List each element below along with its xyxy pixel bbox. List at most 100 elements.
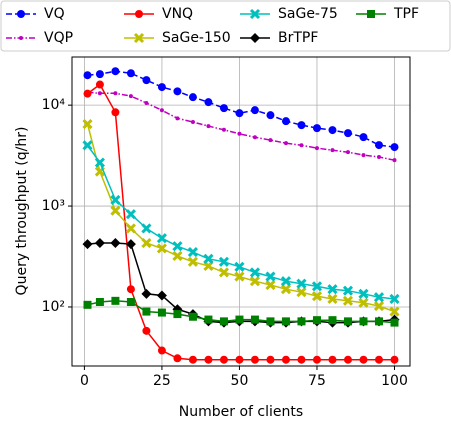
marker — [235, 315, 244, 324]
marker — [156, 290, 167, 301]
marker — [172, 250, 183, 262]
marker — [82, 118, 93, 130]
marker — [343, 129, 352, 138]
marker — [159, 108, 164, 113]
marker — [266, 111, 275, 120]
marker — [156, 243, 167, 254]
marker — [327, 284, 338, 295]
x-tick-label: 50 — [231, 373, 249, 389]
marker — [157, 308, 166, 317]
marker — [144, 101, 149, 106]
marker — [206, 124, 211, 129]
marker — [281, 317, 290, 326]
marker — [82, 239, 93, 250]
marker — [389, 293, 400, 305]
y-tick-label: 10³ — [42, 198, 65, 214]
marker — [327, 293, 338, 305]
marker — [234, 271, 245, 282]
marker — [297, 355, 306, 364]
marker — [234, 261, 245, 272]
marker — [172, 241, 183, 252]
marker — [95, 80, 104, 89]
marker — [133, 32, 145, 44]
marker — [97, 91, 102, 96]
marker — [343, 355, 352, 364]
marker — [188, 312, 197, 321]
marker — [187, 256, 198, 267]
marker — [358, 297, 369, 308]
marker — [204, 98, 213, 107]
plot-frame — [71, 56, 411, 367]
marker — [312, 355, 321, 364]
marker — [219, 355, 228, 364]
marker — [188, 355, 197, 364]
marker — [389, 306, 400, 317]
x-tick-label: 0 — [80, 373, 89, 389]
marker — [235, 355, 244, 364]
marker — [249, 267, 261, 278]
legend-label: VNQ — [162, 6, 193, 22]
marker — [328, 355, 337, 364]
series-line — [87, 70, 395, 148]
marker — [281, 117, 290, 126]
marker — [125, 239, 136, 250]
marker — [110, 205, 121, 216]
y-axis-title: Query throughput (q/hr) — [14, 127, 30, 296]
marker — [125, 223, 136, 234]
marker — [297, 317, 306, 326]
marker — [390, 355, 399, 364]
marker — [266, 355, 275, 364]
marker — [111, 296, 120, 305]
legend-label: TPF — [393, 6, 419, 22]
marker — [359, 317, 368, 326]
marker — [218, 256, 230, 267]
legend-label: VQP — [44, 30, 73, 46]
marker — [374, 355, 383, 364]
marker — [113, 91, 118, 96]
legend-label: SaGe-75 — [278, 6, 338, 22]
x-tick-label: 75 — [308, 373, 326, 389]
marker — [173, 310, 182, 319]
marker — [157, 346, 166, 355]
marker — [374, 141, 383, 150]
marker — [373, 301, 385, 312]
marker — [359, 133, 368, 142]
marker — [268, 138, 273, 143]
legend-label: SaGe-150 — [162, 30, 231, 46]
marker — [250, 106, 259, 115]
marker — [126, 69, 135, 78]
marker — [311, 281, 323, 292]
series-line — [87, 242, 395, 324]
marker — [83, 300, 92, 309]
marker — [296, 278, 307, 289]
marker — [390, 318, 399, 327]
marker — [237, 131, 242, 136]
marker — [141, 223, 152, 234]
marker — [296, 287, 307, 298]
marker — [361, 153, 366, 158]
marker — [250, 355, 259, 364]
marker — [342, 295, 354, 306]
marker — [187, 247, 198, 258]
legend-box — [0, 0, 451, 52]
marker — [111, 108, 120, 117]
marker — [95, 297, 104, 306]
marker — [328, 126, 337, 135]
y-tick-label: 10⁴ — [42, 97, 66, 113]
marker — [376, 155, 381, 160]
marker — [83, 71, 92, 80]
marker — [219, 317, 228, 326]
marker — [190, 120, 195, 125]
marker — [374, 317, 383, 326]
marker — [265, 279, 276, 291]
marker — [250, 33, 260, 43]
marker — [203, 253, 214, 264]
marker — [204, 315, 213, 324]
marker — [157, 83, 166, 92]
legend-label: VQ — [44, 6, 65, 22]
marker — [141, 237, 152, 249]
marker — [19, 36, 23, 40]
marker — [110, 238, 121, 249]
marker — [111, 67, 120, 76]
